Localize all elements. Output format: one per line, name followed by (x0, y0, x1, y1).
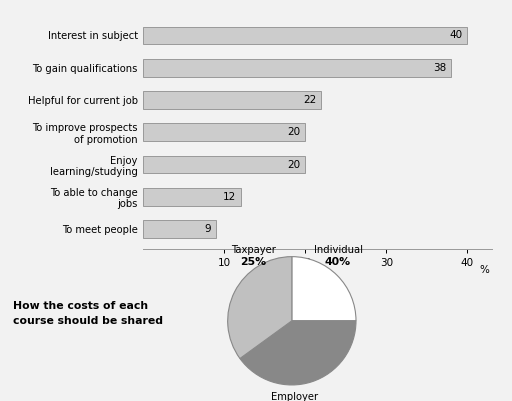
Bar (143, 91, 322, 109)
Bar (143, 124, 305, 141)
Text: Individual: Individual (313, 245, 362, 255)
Bar (143, 26, 467, 45)
Text: Taxpayer: Taxpayer (231, 245, 276, 255)
Text: How the costs of each
course should be shared: How the costs of each course should be s… (13, 301, 163, 326)
Text: 40: 40 (449, 30, 462, 41)
Text: 22: 22 (304, 95, 316, 105)
Text: 25%: 25% (240, 257, 266, 267)
Wedge shape (292, 257, 356, 321)
Bar (143, 59, 451, 77)
Bar (143, 188, 241, 206)
Bar (143, 220, 216, 238)
Text: 38: 38 (433, 63, 446, 73)
Bar (143, 156, 305, 174)
Wedge shape (240, 321, 356, 385)
Text: %: % (479, 265, 489, 275)
Text: Employer: Employer (271, 391, 318, 401)
Text: 20: 20 (287, 160, 301, 170)
Text: 12: 12 (222, 192, 236, 202)
Text: 9: 9 (205, 224, 211, 234)
Wedge shape (228, 257, 292, 358)
Text: 20: 20 (287, 128, 301, 137)
Text: 40%: 40% (325, 257, 351, 267)
